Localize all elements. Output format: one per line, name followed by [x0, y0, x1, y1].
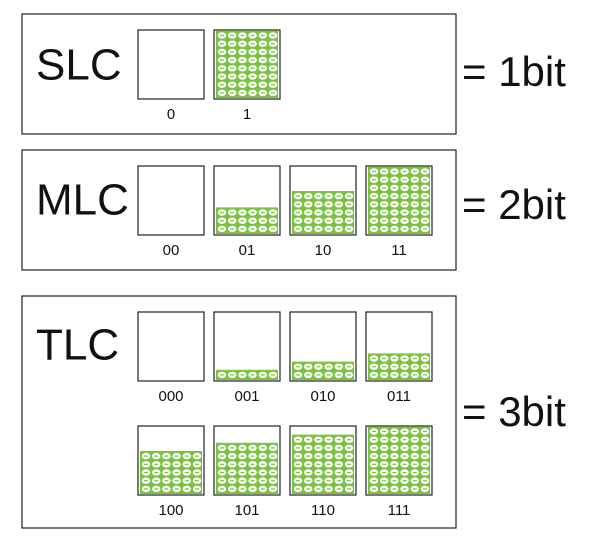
cell-label: 01 — [239, 242, 256, 259]
cell-label: 111 — [388, 502, 411, 519]
charge — [292, 361, 354, 380]
charge — [216, 369, 278, 380]
charge — [368, 166, 430, 234]
cell-label: 10 — [315, 242, 332, 259]
charge — [216, 442, 278, 494]
cell-label: 011 — [387, 388, 411, 405]
charge — [292, 434, 354, 494]
cell-box — [137, 311, 205, 382]
cell-label: 001 — [234, 388, 259, 405]
cell-box — [137, 29, 205, 100]
panel: SLC = 1bit 0 1 — [21, 13, 566, 135]
cell: 011 — [365, 311, 433, 405]
bits-label: = 3bit — [462, 388, 566, 435]
panel-label: TLC — [36, 321, 119, 370]
cell-label: 100 — [158, 502, 183, 519]
cell: 11 — [365, 165, 433, 259]
cell: 000 — [137, 311, 205, 405]
cell: 100 — [137, 425, 205, 519]
cell: 001 — [213, 311, 281, 405]
cell-box — [137, 165, 205, 236]
cell-label: 010 — [310, 388, 335, 405]
bits-label: = 2bit — [462, 181, 566, 228]
bits-label: = 1bit — [462, 48, 566, 95]
cell: 101 — [213, 425, 281, 519]
cell: 00 — [137, 165, 205, 259]
charge — [292, 191, 354, 234]
cell-label: 00 — [163, 242, 180, 259]
cell-label: 000 — [158, 388, 183, 405]
charge — [140, 451, 202, 494]
cell: 0 — [137, 29, 205, 123]
cell-label: 11 — [391, 242, 407, 259]
cell-label: 0 — [167, 106, 175, 123]
panel: MLC = 2bit 00 01 10 11 — [21, 149, 566, 271]
panel-label: SLC — [36, 41, 122, 90]
charge — [216, 207, 278, 234]
cell: 110 — [289, 425, 357, 519]
cell: 01 — [213, 165, 281, 259]
cell: 010 — [289, 311, 357, 405]
cell-label: 1 — [243, 106, 251, 123]
panel: TLC = 3bit 000 001 010 011 100 101 110 111 — [21, 295, 566, 529]
cell-label: 101 — [234, 502, 259, 519]
cell-box — [213, 311, 281, 382]
cell-label: 110 — [311, 502, 335, 519]
charge — [368, 353, 430, 380]
charge — [216, 30, 278, 98]
charge — [368, 426, 430, 494]
panel-label: MLC — [36, 176, 129, 225]
cell: 1 — [213, 29, 281, 123]
cell: 10 — [289, 165, 357, 259]
cell: 111 — [365, 425, 433, 519]
